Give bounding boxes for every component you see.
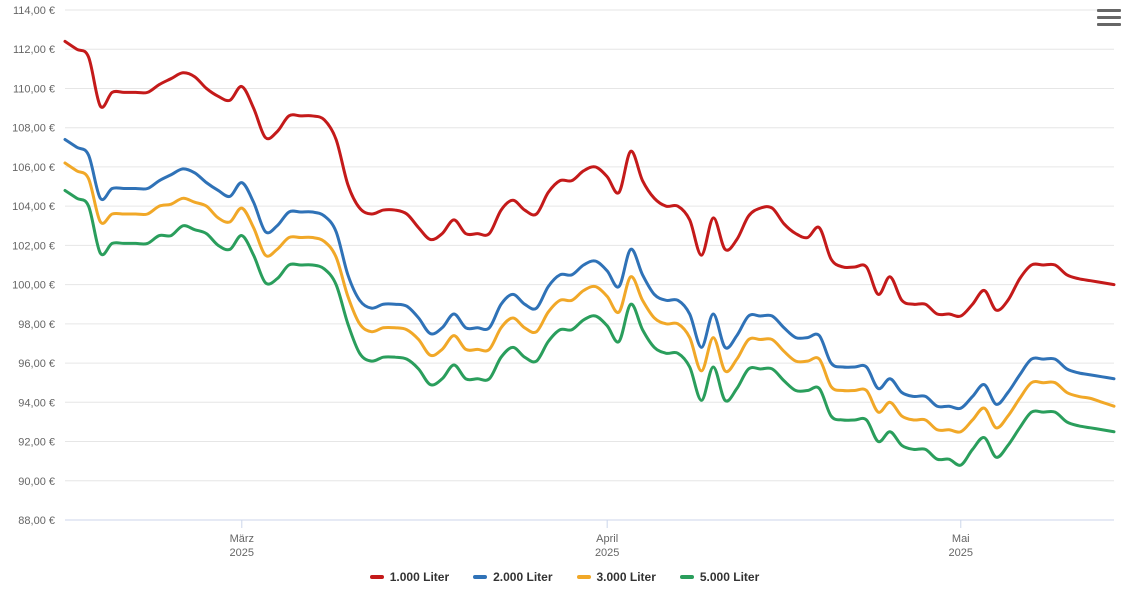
chart-legend: 1.000 Liter 2.000 Liter 3.000 Liter 5.000 L… xyxy=(0,570,1129,584)
x-axis-tick-sublabel: 2025 xyxy=(230,547,254,559)
series-line[interactable] xyxy=(65,163,1114,432)
series-line[interactable] xyxy=(65,41,1114,316)
price-line-chart: 88,00 € 90,00 € 92,00 € 94,00 € 96,00 € 98,00… xyxy=(0,0,1129,615)
legend-swatch xyxy=(370,575,384,579)
y-axis-tick-label: 106,00 € xyxy=(12,162,55,174)
y-axis-tick-label: 90,00 € xyxy=(18,476,55,488)
y-axis-tick-label: 104,00 € xyxy=(12,201,55,213)
y-axis-tick-label: 88,00 € xyxy=(18,515,55,527)
x-axis-tick-label: April xyxy=(596,533,618,545)
chart-plot-area: 88,00 € 90,00 € 92,00 € 94,00 € 96,00 € 98,00… xyxy=(0,0,1129,615)
legend-item[interactable]: 1.000 Liter xyxy=(370,570,449,584)
y-axis-tick-label: 98,00 € xyxy=(18,319,55,331)
legend-swatch xyxy=(680,575,694,579)
y-axis-tick-label: 94,00 € xyxy=(18,397,55,409)
legend-label: 2.000 Liter xyxy=(493,570,552,584)
y-axis-tick-label: 100,00 € xyxy=(12,280,55,292)
legend-label: 1.000 Liter xyxy=(390,570,449,584)
legend-label: 3.000 Liter xyxy=(597,570,656,584)
y-axis-tick-label: 96,00 € xyxy=(18,358,55,370)
x-axis-tick-sublabel: 2025 xyxy=(949,547,973,559)
legend-item[interactable]: 3.000 Liter xyxy=(577,570,656,584)
x-axis-tick-label: März xyxy=(230,533,254,545)
legend-item[interactable]: 5.000 Liter xyxy=(680,570,759,584)
y-axis-tick-label: 112,00 € xyxy=(13,44,55,56)
y-axis-tick-label: 108,00 € xyxy=(12,123,55,135)
legend-swatch xyxy=(473,575,487,579)
y-axis-tick-label: 92,00 € xyxy=(18,437,55,449)
x-axis-tick-sublabel: 2025 xyxy=(595,547,619,559)
series-line[interactable] xyxy=(65,190,1114,465)
legend-item[interactable]: 2.000 Liter xyxy=(473,570,552,584)
legend-swatch xyxy=(577,575,591,579)
y-axis-tick-label: 110,00 € xyxy=(13,83,55,95)
y-axis-tick-label: 114,00 € xyxy=(13,5,55,17)
chart-menu-button[interactable] xyxy=(1097,6,1121,28)
y-axis-tick-label: 102,00 € xyxy=(12,240,55,252)
legend-label: 5.000 Liter xyxy=(700,570,759,584)
x-axis-tick-label: Mai xyxy=(952,533,970,545)
series-line[interactable] xyxy=(65,139,1114,408)
